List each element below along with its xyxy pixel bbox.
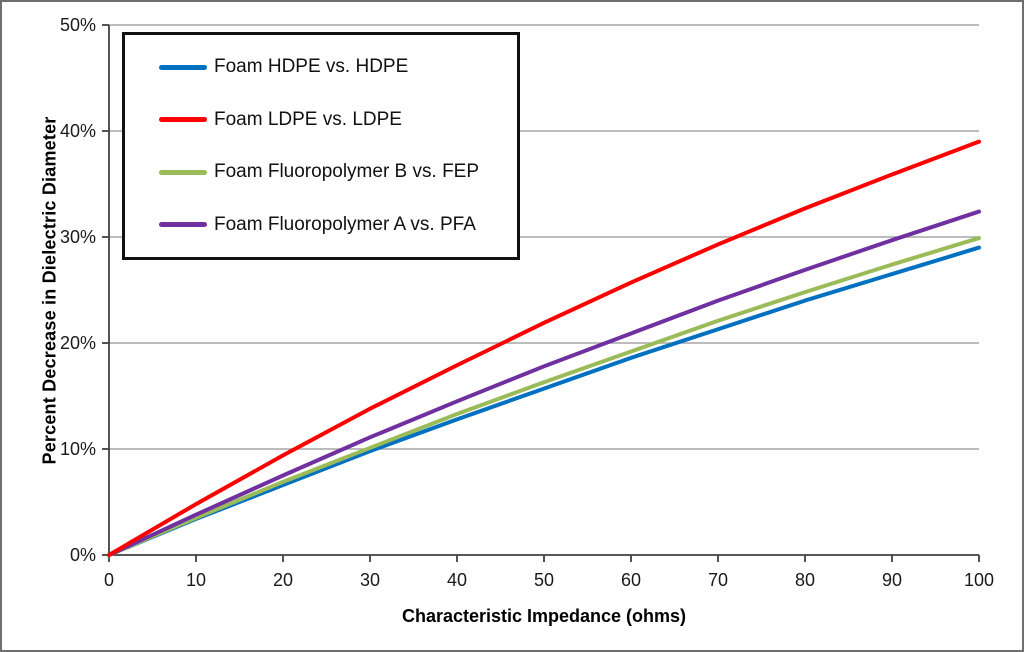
- y-tick-label: 40%: [60, 121, 96, 141]
- y-axis-title: Percent Decrease in Dielectric Diameter: [39, 116, 60, 465]
- legend-label: Foam Fluoropolymer A vs. PFA: [214, 213, 476, 235]
- x-tick-label: 30: [360, 570, 380, 590]
- x-tick-label: 50: [534, 570, 554, 590]
- y-tick-label: 20%: [60, 333, 96, 353]
- legend-line-swatch: [159, 169, 207, 175]
- legend-line-swatch: [159, 117, 207, 123]
- x-tick-label: 70: [708, 570, 728, 590]
- series-line-0: [107, 245, 981, 557]
- y-tick-label: 0%: [70, 545, 96, 565]
- legend-label: Foam LDPE vs. LDPE: [214, 108, 402, 130]
- y-tick-label: 10%: [60, 439, 96, 459]
- x-axis-title: Characteristic Impedance (ohms): [401, 606, 687, 626]
- x-tick-label: 60: [621, 570, 641, 590]
- legend-item: Foam Fluoropolymer A vs. PFA: [125, 205, 517, 245]
- series-line-1: [107, 139, 981, 557]
- legend-label: Foam Fluoropolymer B vs. FEP: [214, 161, 480, 183]
- x-tick-label: 40: [447, 570, 467, 590]
- legend-item: Foam HDPE vs. HDPE: [125, 47, 517, 87]
- series-line-2: [107, 236, 981, 557]
- legend-item: Foam LDPE vs. LDPE: [125, 100, 517, 140]
- legend-line-swatch: [159, 64, 207, 70]
- legend-line-swatch: [159, 222, 207, 228]
- x-tick-label: 0: [104, 570, 114, 590]
- legend-item: Foam Fluoropolymer B vs. FEP: [125, 152, 517, 192]
- legend-label: Foam HDPE vs. HDPE: [214, 56, 409, 78]
- series-line-3: [107, 209, 981, 557]
- x-tick-label: 10: [186, 570, 206, 590]
- x-tick-label: 80: [795, 570, 815, 590]
- x-tick-label: 90: [882, 570, 902, 590]
- x-tick-label: 100: [964, 570, 994, 590]
- y-tick-label: 50%: [60, 15, 96, 35]
- x-tick-label: 20: [273, 570, 293, 590]
- y-tick-label: 30%: [60, 227, 96, 247]
- legend: Foam HDPE vs. HDPE Foam LDPE vs. LDPE Fo…: [122, 32, 520, 260]
